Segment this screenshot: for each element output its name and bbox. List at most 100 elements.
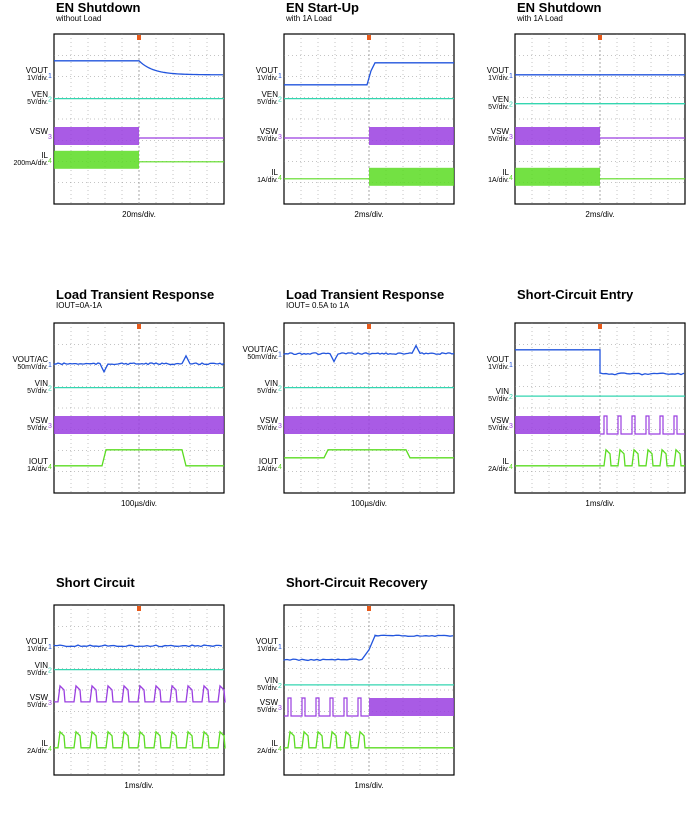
channel-label: VIN 5V/div.: [27, 661, 48, 678]
vsw-trace: [284, 697, 369, 717]
channel-label: VEN 5V/div.: [27, 90, 48, 107]
il-trace: [284, 730, 454, 749]
vsw-trace: [600, 415, 685, 435]
vout-trace: [283, 344, 455, 364]
channel-marker: 3: [48, 700, 52, 707]
channel-scale: 1A/div.: [488, 176, 509, 184]
channel-label: IL 1A/div.: [488, 168, 509, 185]
channel-name: IL: [41, 150, 48, 160]
channel-name: VEN: [261, 89, 278, 99]
channel-marker: 4: [509, 175, 513, 182]
channel-marker: 1: [48, 73, 52, 80]
channel-scale: 2A/div.: [27, 747, 48, 755]
channel-marker: 2: [48, 97, 52, 104]
il-trace: [369, 167, 454, 186]
vout-trace: [284, 62, 454, 86]
channel-label: VOUT 1V/div.: [487, 66, 509, 83]
channel-label: VOUT/AC 50mV/div.: [12, 354, 48, 372]
vsw-trace: [54, 127, 139, 145]
oscilloscope-screen: 1 2 3 4: [509, 322, 686, 494]
il-trace: [515, 167, 600, 186]
channel-scale: 1V/div.: [27, 645, 48, 653]
channel-marker: 3: [509, 134, 513, 141]
oscilloscope-screen: 1 2 3 4: [48, 33, 225, 205]
channel-scale: 5V/div.: [257, 707, 278, 714]
channel-label: IL 1A/div.: [257, 168, 278, 185]
channel-marker: 3: [509, 423, 513, 430]
scope-panel: Short-Circuit Recovery 1 2 3 4 VOUT 1V/div. VIN…: [230, 575, 455, 815]
channel-scale: 5V/div.: [257, 136, 278, 143]
channel-name: VSW: [259, 698, 278, 707]
il-trace: [284, 449, 454, 459]
channel-scale: 1V/div.: [257, 645, 278, 653]
chart-title: EN Shutdown: [517, 0, 602, 15]
scope-panel: Load Transient Response IOUT= 0.5A to 1A 1…: [230, 287, 455, 527]
channel-name: VOUT/AC: [12, 354, 48, 364]
oscilloscope-screen: 1 2 3 4: [509, 33, 686, 205]
scope-panel: EN Shutdown without Load 1 2 3 4 VOUT 1V/div. VE…: [0, 0, 225, 240]
vsw-trace: [54, 416, 224, 434]
channel-name: VSW: [259, 127, 278, 136]
channel-scale: 1V/div.: [27, 74, 48, 82]
scope-plot: 1 2 3 4: [278, 604, 455, 776]
channel-name: IL: [502, 456, 509, 466]
channel-label: IL 2A/div.: [488, 456, 509, 474]
channel-marker: 4: [48, 746, 52, 753]
vsw-trace: [369, 127, 454, 145]
channel-scale: 5V/div.: [27, 669, 48, 677]
chart-title: Short Circuit: [56, 575, 135, 590]
channel-name: VOUT: [25, 65, 48, 75]
chart-title: Short-Circuit Entry: [517, 287, 634, 302]
channel-label: VEN 5V/div.: [257, 89, 278, 107]
channel-name: VIN: [264, 378, 278, 388]
channel-marker: 1: [278, 352, 282, 359]
channel-marker: 1: [48, 362, 52, 369]
trigger-marker: [367, 606, 371, 611]
channel-label: VIN 5V/div.: [27, 379, 48, 396]
channel-scale: 1V/div.: [488, 363, 509, 371]
channel-marker: 2: [509, 102, 513, 109]
channel-name: VSW: [490, 127, 509, 136]
channel-scale: 1V/div.: [257, 74, 278, 82]
channel-label: VSW 5V/div.: [257, 128, 278, 144]
channel-name: VIN: [495, 387, 509, 397]
channel-marker: 4: [278, 175, 282, 182]
channel-marker: 2: [278, 97, 282, 104]
channel-marker: 3: [48, 423, 52, 430]
scope-plot: 1 2 3 4: [278, 322, 455, 494]
channel-scale: 5V/div.: [488, 136, 509, 143]
channel-name: IOUT: [258, 456, 278, 466]
oscilloscope-screen: 1 2 3 4: [278, 604, 455, 776]
channel-marker: 1: [278, 73, 282, 80]
channel-marker: 2: [278, 386, 282, 393]
channel-name: VOUT/AC: [242, 344, 278, 354]
channel-scale: 200mA/div.: [13, 159, 49, 167]
oscilloscope-screen: 1 2 3 4: [278, 33, 455, 205]
trigger-marker: [137, 35, 141, 40]
trigger-marker: [598, 35, 602, 40]
channel-marker: 4: [48, 158, 52, 165]
time-base-label: 100µs/div.: [350, 499, 388, 508]
channel-scale: 5V/div.: [27, 701, 48, 709]
channel-label: VOUT 1V/div.: [256, 66, 278, 83]
chart-subtitle: without Load: [56, 14, 102, 23]
channel-scale: 50mV/div.: [247, 353, 278, 361]
channel-marker: 3: [278, 134, 282, 141]
channel-scale: 1A/div.: [257, 465, 278, 473]
channel-scale: 5V/div.: [257, 98, 278, 106]
time-base-label: 100µs/div.: [120, 499, 158, 508]
chart-title: Load Transient Response: [286, 287, 445, 302]
channel-label: VOUT 1V/div.: [256, 637, 278, 654]
scope-panel: Load Transient Response IOUT=0A-1A 1 2 3 4 VOU…: [0, 287, 225, 527]
channel-label: IL 2A/div.: [27, 739, 48, 756]
time-base-label: 2ms/div.: [585, 210, 615, 219]
channel-name: VSW: [490, 416, 509, 425]
scope-plot: 1 2 3 4: [48, 322, 225, 494]
scope-plot: 1 2 3 4: [48, 33, 225, 205]
chart-title: EN Start-Up: [286, 0, 359, 15]
chart-subtitle: with 1A Load: [286, 14, 332, 23]
channel-label: VOUT 1V/div.: [25, 65, 48, 83]
channel-scale: 5V/div.: [257, 684, 278, 692]
chart-subtitle: IOUT= 0.5A to 1A: [286, 301, 349, 310]
il-trace: [54, 449, 224, 467]
